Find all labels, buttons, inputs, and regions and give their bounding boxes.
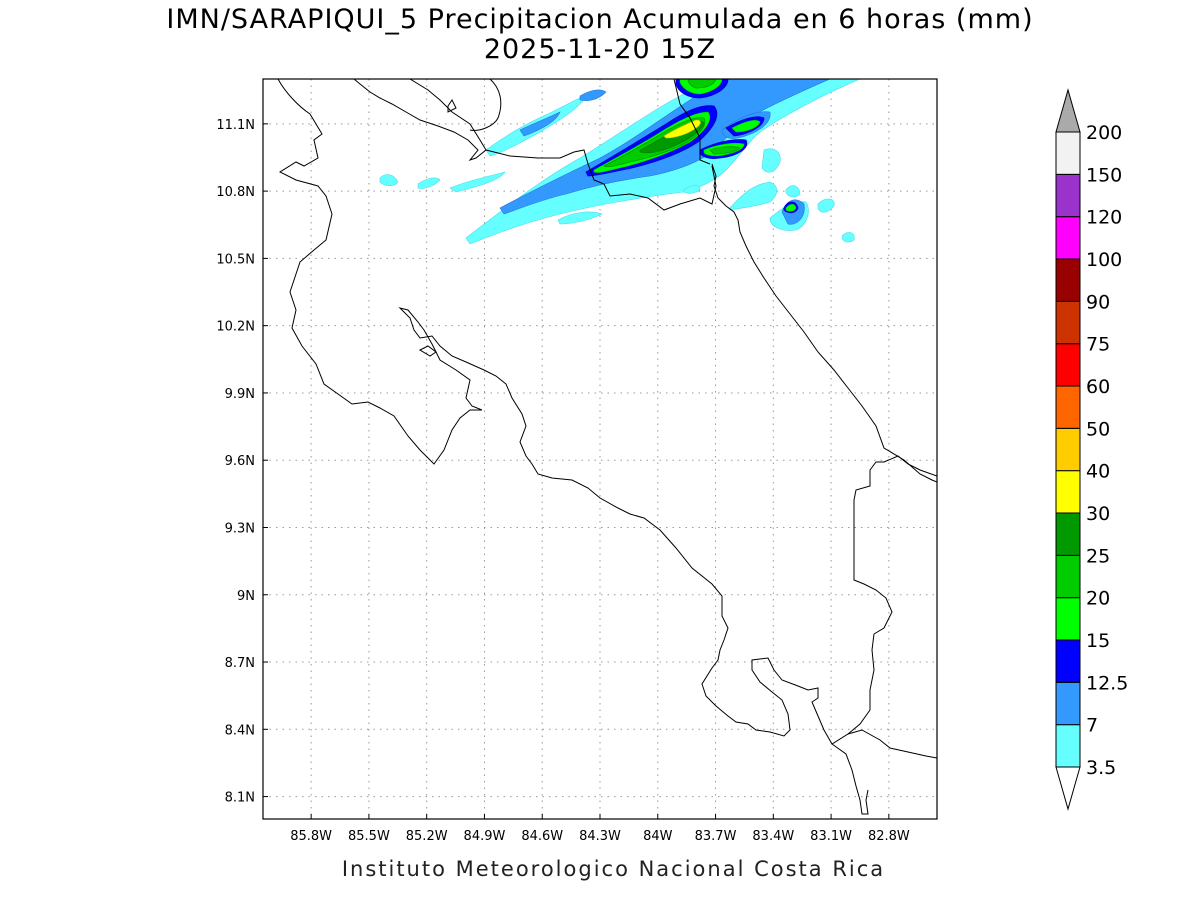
lon-tick-label: 84W (643, 829, 673, 844)
colorbar-level-label: 50 (1086, 418, 1110, 440)
map-title: IMN/SARAPIQUI_5 Precipitacion Acumulada … (166, 4, 1034, 35)
colorbar-level-label: 75 (1086, 334, 1110, 356)
colorbar: 3.5 7 12.5 15 20 25 30 40 50 60 75 90 100 120 150 200 (1055, 88, 1128, 811)
lat-tick-label: 9.6N (225, 454, 255, 469)
colorbar-level-label: 7 (1086, 715, 1098, 737)
map-frame (262, 78, 938, 820)
lat-tick-label: 10.5N (216, 252, 255, 267)
colorbar-level-label: 20 (1086, 588, 1110, 610)
lat-tick-label: 10.8N (216, 185, 255, 200)
colorbar-level-label: 120 (1086, 207, 1122, 229)
colorbar-level-label: 3.5 (1086, 757, 1116, 779)
map-valid-time: 2025-11-20 15Z (483, 34, 717, 65)
precip-band-30mm (663, 119, 701, 139)
lon-tick-label: 84.9W (464, 829, 506, 844)
colorbar-level-label: 90 (1086, 291, 1110, 313)
colorbar-upper-arrow (1055, 88, 1081, 133)
colorbar-swatch (1055, 470, 1081, 514)
precipitation-field (379, 79, 861, 245)
lon-tick-label: 82.8W (868, 829, 910, 844)
colorbar-swatch (1055, 639, 1081, 683)
colorbar-swatch (1055, 554, 1081, 599)
colorbar-swatch (1055, 681, 1081, 726)
lat-tick-label: 11.1N (216, 118, 255, 133)
latitude-tick-labels: 11.1N 10.8N 10.5N 10.2N 9.9N 9.6N 9.3N 9N 8.7N 8.… (216, 118, 255, 806)
colorbar-level-label: 40 (1086, 461, 1110, 483)
colorbar-swatch (1055, 427, 1081, 472)
lon-tick-label: 85.8W (290, 829, 332, 844)
colorbar-swatch (1055, 131, 1081, 175)
colorbar-level-label: 15 (1086, 630, 1110, 652)
colorbar-swatch (1055, 343, 1081, 387)
longitude-tick-labels: 85.8W 85.5W 85.2W 84.9W 84.6W 84.3W 84W 83.7W 83… (290, 829, 910, 844)
lat-lon-grid (263, 79, 937, 819)
lon-tick-label: 84.3W (579, 829, 621, 844)
lon-tick-label: 85.5W (348, 829, 390, 844)
colorbar-level-label: 12.5 (1086, 672, 1128, 694)
lon-tick-label: 83.4W (752, 829, 794, 844)
colorbar-level-label: 30 (1086, 503, 1110, 525)
colorbar-level-label: 200 (1086, 122, 1122, 144)
lon-tick-label: 84.6W (521, 829, 563, 844)
coastline (277, 79, 937, 815)
colorbar-swatch (1055, 216, 1081, 260)
lat-tick-label: 10.2N (216, 320, 255, 335)
colorbar-swatch (1055, 258, 1081, 302)
lon-tick-label: 83.7W (695, 829, 737, 844)
colorbar-level-label: 25 (1086, 545, 1110, 567)
lat-tick-label: 8.1N (225, 791, 255, 806)
colorbar-lower-arrow (1055, 766, 1081, 811)
lat-tick-label: 9N (237, 589, 255, 604)
lat-tick-label: 9.3N (225, 521, 255, 536)
colorbar-level-label: 60 (1086, 376, 1110, 398)
colorbar-swatch (1055, 597, 1081, 641)
colorbar-swatch (1055, 300, 1081, 345)
lon-tick-label: 85.2W (406, 829, 448, 844)
colorbar-swatch (1055, 724, 1081, 768)
colorbar-level-label: 100 (1086, 249, 1122, 271)
lat-tick-label: 9.9N (225, 387, 255, 402)
colorbar-level-label: 150 (1086, 164, 1122, 186)
colorbar-swatch (1055, 173, 1081, 218)
colorbar-swatch (1055, 512, 1081, 556)
lat-tick-label: 8.7N (225, 656, 255, 671)
lon-tick-label: 83.1W (810, 829, 852, 844)
lat-tick-label: 8.4N (225, 723, 255, 738)
map-credit: Instituto Meteorologico Nacional Costa R… (341, 857, 886, 881)
colorbar-swatch (1055, 385, 1081, 429)
